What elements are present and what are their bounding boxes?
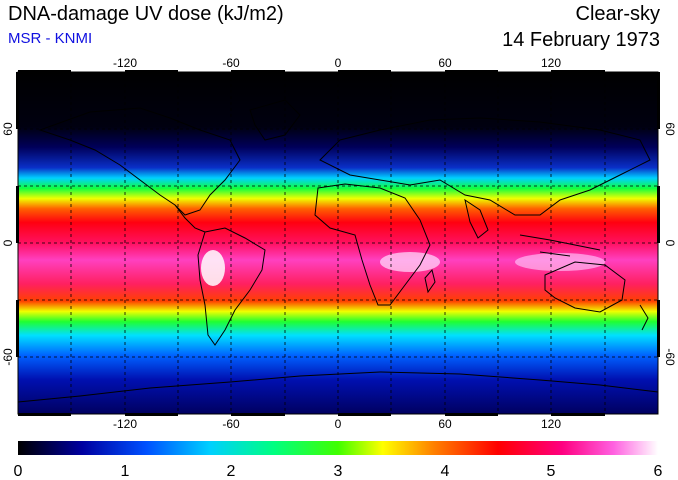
lon-label-bottom: 60 bbox=[438, 417, 452, 431]
colorbar-tick-label: 0 bbox=[14, 463, 23, 480]
colorbar-labels: 0 1 2 3 4 5 6 bbox=[14, 463, 663, 480]
colorbar: 0 1 2 3 4 5 6 bbox=[14, 441, 663, 480]
coast-madagascar bbox=[424, 268, 436, 294]
colorbar-tick-label: 6 bbox=[654, 463, 663, 480]
border-right-seg bbox=[657, 186, 660, 243]
lat-label-right: 0 bbox=[663, 240, 677, 247]
map-title: DNA-damage UV dose (kJ/m2) bbox=[8, 3, 284, 25]
coast-indonesia bbox=[519, 234, 601, 257]
coast-india bbox=[464, 198, 489, 239]
white-hotspot-africa bbox=[380, 252, 440, 272]
coast-north-america bbox=[38, 107, 241, 216]
source-label: MSR - KNMI bbox=[8, 30, 93, 47]
lat-label-left: 60 bbox=[1, 122, 15, 136]
lon-labels-top: -120 -60 0 60 120 bbox=[113, 56, 561, 70]
coastlines bbox=[17, 99, 659, 403]
lon-label-top: -60 bbox=[222, 56, 240, 70]
border-left-seg bbox=[16, 72, 19, 129]
sky-condition-label: Clear-sky bbox=[575, 3, 660, 25]
lon-labels-bottom: -120 -60 0 60 120 bbox=[113, 417, 561, 431]
border-left bbox=[16, 72, 19, 357]
lat-labels-left: 60 0 -60 bbox=[1, 122, 15, 366]
border-bottom-seg bbox=[445, 413, 498, 416]
border-bottom bbox=[18, 413, 605, 416]
border-top-seg bbox=[125, 70, 178, 73]
map-border bbox=[16, 70, 660, 416]
border-top bbox=[18, 70, 605, 73]
coast-central-america bbox=[174, 204, 206, 233]
lon-label-bottom: -120 bbox=[113, 417, 137, 431]
border-bottom-seg bbox=[338, 413, 391, 416]
lon-label-top: 0 bbox=[335, 56, 342, 70]
lon-label-top: -120 bbox=[113, 56, 137, 70]
coast-new-zealand bbox=[639, 304, 649, 331]
border-right-seg bbox=[657, 300, 660, 357]
border-top-seg bbox=[231, 70, 285, 73]
lon-label-bottom: 120 bbox=[541, 417, 561, 431]
graticule bbox=[18, 72, 658, 414]
colorbar-tick-label: 5 bbox=[547, 463, 556, 480]
colorbar-tick-label: 2 bbox=[227, 463, 236, 480]
border-top-seg bbox=[18, 70, 71, 73]
coast-south-america bbox=[197, 227, 266, 346]
colorbar-tick-label: 1 bbox=[121, 463, 130, 480]
date-label: 14 February 1973 bbox=[502, 29, 660, 51]
lat-labels-right: 60 0 -60 bbox=[663, 122, 677, 366]
lat-label-left: 0 bbox=[1, 239, 15, 246]
colorbar-gradient bbox=[18, 441, 658, 455]
lon-label-top: 60 bbox=[438, 56, 452, 70]
coast-europe-asia bbox=[319, 117, 651, 216]
colorbar-tick-label: 4 bbox=[441, 463, 450, 480]
border-bottom-seg bbox=[18, 413, 71, 416]
lon-label-bottom: 0 bbox=[335, 417, 342, 431]
lat-label-right: 60 bbox=[663, 122, 677, 136]
border-left-seg bbox=[16, 300, 19, 357]
border-bottom-seg bbox=[551, 413, 605, 416]
lon-label-bottom: -60 bbox=[222, 417, 240, 431]
lat-label-left: -60 bbox=[1, 348, 15, 366]
border-left-seg bbox=[16, 186, 19, 243]
coast-antarctica bbox=[17, 371, 659, 403]
lat-label-right: -60 bbox=[663, 348, 677, 366]
border-right-seg bbox=[657, 72, 660, 129]
border-bottom-seg bbox=[231, 413, 285, 416]
border-top-seg bbox=[551, 70, 605, 73]
border-right bbox=[657, 72, 660, 357]
colorbar-tick-label: 3 bbox=[334, 463, 343, 480]
border-top-seg bbox=[445, 70, 498, 73]
coast-africa bbox=[314, 183, 431, 306]
lon-label-top: 120 bbox=[541, 56, 561, 70]
white-hotspot-south-america bbox=[201, 250, 225, 286]
white-hotspot-pacific bbox=[515, 253, 605, 271]
border-top-seg bbox=[338, 70, 391, 73]
border-bottom-seg bbox=[125, 413, 178, 416]
coast-australia bbox=[544, 261, 626, 313]
